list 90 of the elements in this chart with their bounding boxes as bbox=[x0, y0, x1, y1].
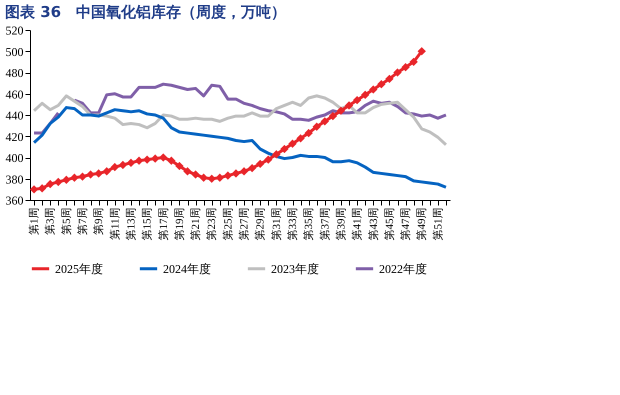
point bbox=[142, 155, 152, 164]
y-tick-label: 440 bbox=[6, 108, 24, 122]
point bbox=[134, 156, 144, 165]
point bbox=[232, 169, 240, 178]
point bbox=[224, 171, 232, 180]
legend-label: 2025年度 bbox=[55, 262, 103, 276]
point bbox=[30, 185, 38, 194]
y-tick-label: 360 bbox=[6, 194, 24, 208]
x-tick-label: 第31周 bbox=[270, 208, 283, 240]
x-tick-label: 第37周 bbox=[319, 208, 332, 240]
point bbox=[377, 80, 386, 88]
point bbox=[240, 167, 248, 176]
line-series bbox=[32, 94, 448, 146]
point bbox=[401, 63, 410, 72]
point bbox=[248, 164, 256, 172]
point bbox=[393, 68, 402, 77]
point bbox=[418, 47, 426, 56]
x-tick-label: 第9周 bbox=[93, 208, 106, 235]
x-tick-label: 第33周 bbox=[287, 208, 299, 240]
x-tick-label: 第17周 bbox=[158, 208, 170, 240]
x-tick-label: 第11周 bbox=[109, 208, 122, 240]
point bbox=[118, 160, 128, 170]
point bbox=[288, 140, 297, 148]
point bbox=[62, 176, 71, 184]
point bbox=[54, 178, 62, 186]
point bbox=[126, 158, 136, 167]
point bbox=[336, 106, 346, 115]
x-tick-label: 第29周 bbox=[254, 208, 267, 240]
point bbox=[280, 144, 289, 154]
x-tick-label: 第15周 bbox=[142, 208, 154, 240]
point bbox=[352, 96, 362, 104]
point bbox=[199, 174, 208, 182]
x-tick-label: 第43周 bbox=[368, 208, 380, 240]
legend-label: 2024年度 bbox=[163, 262, 211, 276]
y-tick-label: 400 bbox=[6, 151, 24, 165]
point bbox=[167, 156, 176, 165]
point bbox=[312, 122, 321, 131]
x-tick-label: 第21周 bbox=[190, 208, 202, 240]
point bbox=[208, 174, 216, 183]
x-tick-label: 第41周 bbox=[352, 208, 364, 240]
x-tick-label: 第27周 bbox=[238, 208, 251, 240]
x-tick-label: 第25周 bbox=[222, 208, 234, 240]
x-tick-label: 第3周 bbox=[44, 208, 57, 235]
point bbox=[369, 85, 378, 94]
x-tick-label: 第23周 bbox=[206, 208, 218, 240]
point bbox=[361, 90, 370, 99]
point bbox=[102, 167, 111, 176]
x-tick-label: 第49周 bbox=[416, 208, 428, 240]
point bbox=[159, 153, 168, 162]
x-tick-label: 第45周 bbox=[384, 208, 396, 240]
point bbox=[409, 58, 418, 66]
point bbox=[385, 74, 394, 84]
chart-title: 图表 36 中国氧化铝库存（周度，万吨） bbox=[5, 3, 286, 21]
x-tick-label: 第13周 bbox=[125, 208, 138, 240]
y-tick-label: 420 bbox=[6, 130, 24, 144]
point bbox=[256, 160, 264, 168]
point bbox=[328, 112, 338, 120]
point bbox=[175, 162, 184, 170]
point bbox=[296, 134, 305, 143]
y-tick-label: 520 bbox=[6, 24, 24, 38]
point bbox=[216, 174, 224, 182]
point bbox=[38, 184, 46, 192]
x-tick-label: 第1周 bbox=[28, 208, 41, 235]
x-tick-label: 第5周 bbox=[60, 208, 73, 235]
point bbox=[110, 162, 119, 172]
y-tick-label: 480 bbox=[6, 66, 24, 80]
point bbox=[86, 170, 95, 179]
y-tick-label: 460 bbox=[6, 87, 24, 102]
point bbox=[304, 128, 313, 138]
point bbox=[151, 154, 160, 163]
point bbox=[320, 117, 329, 126]
y-tick-label: 500 bbox=[6, 44, 24, 59]
x-tick-label: 第51周 bbox=[432, 208, 444, 240]
x-tick-label: 第19周 bbox=[174, 208, 186, 240]
x-tick-label: 第7周 bbox=[77, 208, 89, 235]
y-tick-label: 380 bbox=[6, 172, 24, 186]
point bbox=[46, 180, 54, 188]
point bbox=[191, 170, 200, 179]
legend-label: 2023年度 bbox=[271, 262, 319, 276]
x-tick-label: 第39周 bbox=[335, 208, 348, 240]
line-series bbox=[32, 106, 448, 189]
point bbox=[78, 172, 87, 181]
x-tick-label: 第47周 bbox=[400, 208, 412, 240]
point bbox=[70, 174, 79, 182]
point bbox=[272, 150, 281, 158]
x-tick-label: 第35周 bbox=[303, 208, 316, 240]
point bbox=[183, 167, 192, 176]
point bbox=[344, 101, 354, 110]
point bbox=[264, 155, 272, 164]
legend-label: 2022年度 bbox=[379, 262, 427, 276]
